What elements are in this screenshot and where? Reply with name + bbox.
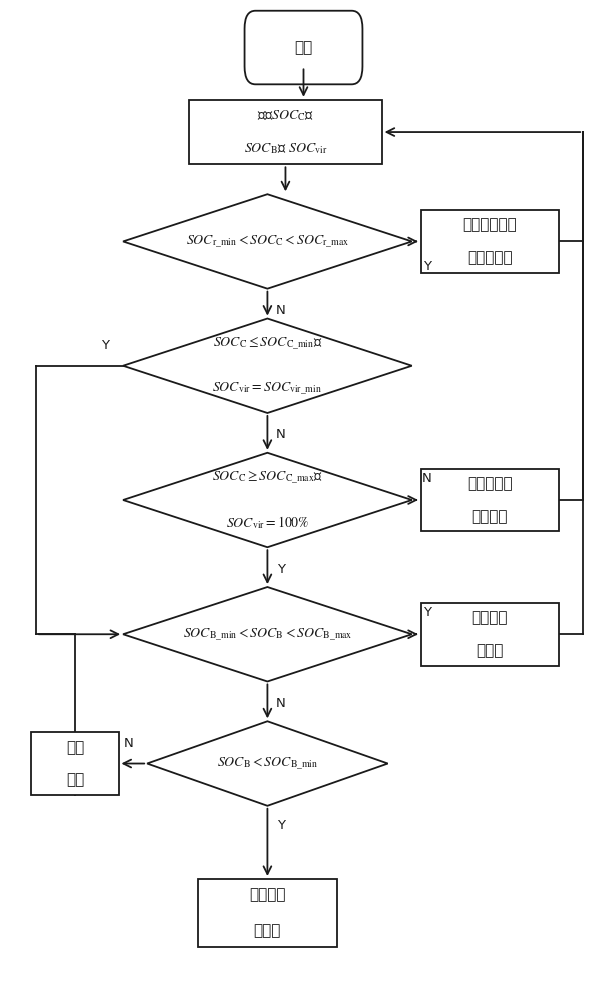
- Text: 开始: 开始: [294, 40, 313, 55]
- Text: 充放电区: 充放电区: [472, 509, 508, 524]
- Text: 率运行: 率运行: [254, 923, 281, 938]
- Bar: [421, 210, 559, 273]
- Bar: [198, 879, 336, 947]
- Text: Y: Y: [277, 819, 285, 832]
- Bar: [189, 100, 382, 164]
- Text: 虚拟电容器: 虚拟电容器: [467, 476, 513, 491]
- Polygon shape: [123, 319, 412, 413]
- Polygon shape: [147, 721, 388, 806]
- Text: $\mathit{SOC}_{\mathrm{vir}}$$=$$\mathit{SOC}_{\mathrm{vir\_min}}$: $\mathit{SOC}_{\mathrm{vir}}$$=$$\mathit…: [212, 380, 322, 397]
- Text: Y: Y: [277, 563, 285, 576]
- Polygon shape: [123, 453, 412, 547]
- Bar: [421, 603, 559, 666]
- Text: Y: Y: [101, 339, 109, 352]
- Text: $\mathit{SOC}_{\mathrm{B}}$$<$$\mathit{SOC}_{\mathrm{B\_min}}$: $\mathit{SOC}_{\mathrm{B}}$$<$$\mathit{S…: [217, 755, 318, 772]
- Text: $\mathit{SOC}_{\mathrm{vir}}$$=$$100\%$: $\mathit{SOC}_{\mathrm{vir}}$$=$$100\%$: [226, 514, 309, 531]
- Text: 超级电容器自: 超级电容器自: [463, 218, 517, 233]
- Text: 输入$\mathit{SOC}_{\mathrm{C}}$、: 输入$\mathit{SOC}_{\mathrm{C}}$、: [257, 108, 314, 123]
- Text: Y: Y: [423, 606, 431, 619]
- Polygon shape: [123, 194, 412, 289]
- Text: $\mathit{SOC}_{\mathrm{r\_min}}$$<$$\mathit{SOC}_{\mathrm{C}}$$<$$\mathit{SOC}_{: $\mathit{SOC}_{\mathrm{r\_min}}$$<$$\mat…: [186, 233, 349, 250]
- Text: 风机降功: 风机降功: [249, 888, 286, 903]
- Text: 负荷: 负荷: [66, 772, 84, 787]
- Text: N: N: [276, 304, 285, 317]
- Bar: [32, 732, 118, 795]
- Text: N: N: [276, 697, 285, 710]
- Text: $\mathit{SOC}_{\mathrm{B\_min}}$$<$$\mathit{SOC}_{\mathrm{B}}$$<$$\mathit{SOC}_{: $\mathit{SOC}_{\mathrm{B\_min}}$$<$$\mat…: [183, 626, 352, 643]
- Polygon shape: [123, 587, 412, 681]
- Text: 切除: 切除: [66, 740, 84, 755]
- Bar: [421, 469, 559, 531]
- Text: Y: Y: [423, 260, 431, 273]
- Text: N: N: [276, 428, 285, 441]
- Text: N: N: [422, 472, 432, 485]
- Text: N: N: [124, 737, 134, 750]
- Text: $\mathit{SOC}_{\mathrm{C}}$$\geq$$\mathit{SOC}_{\mathrm{C\_max}}$且: $\mathit{SOC}_{\mathrm{C}}$$\geq$$\mathi…: [212, 469, 323, 486]
- Text: $\mathit{SOC}_{\mathrm{C}}$$\leq$$\mathit{SOC}_{\mathrm{C\_min}}$且: $\mathit{SOC}_{\mathrm{C}}$$\leq$$\mathi…: [212, 335, 322, 352]
- Text: 放电区: 放电区: [476, 643, 504, 658]
- Text: 由充放电区: 由充放电区: [467, 250, 513, 265]
- Text: 蓄电池充: 蓄电池充: [472, 610, 508, 625]
- Text: $\mathit{SOC}_{\mathrm{B}}$、 $\mathit{SOC}_{\mathrm{vir}}$: $\mathit{SOC}_{\mathrm{B}}$、 $\mathit{SO…: [243, 141, 327, 156]
- FancyBboxPatch shape: [245, 11, 362, 84]
